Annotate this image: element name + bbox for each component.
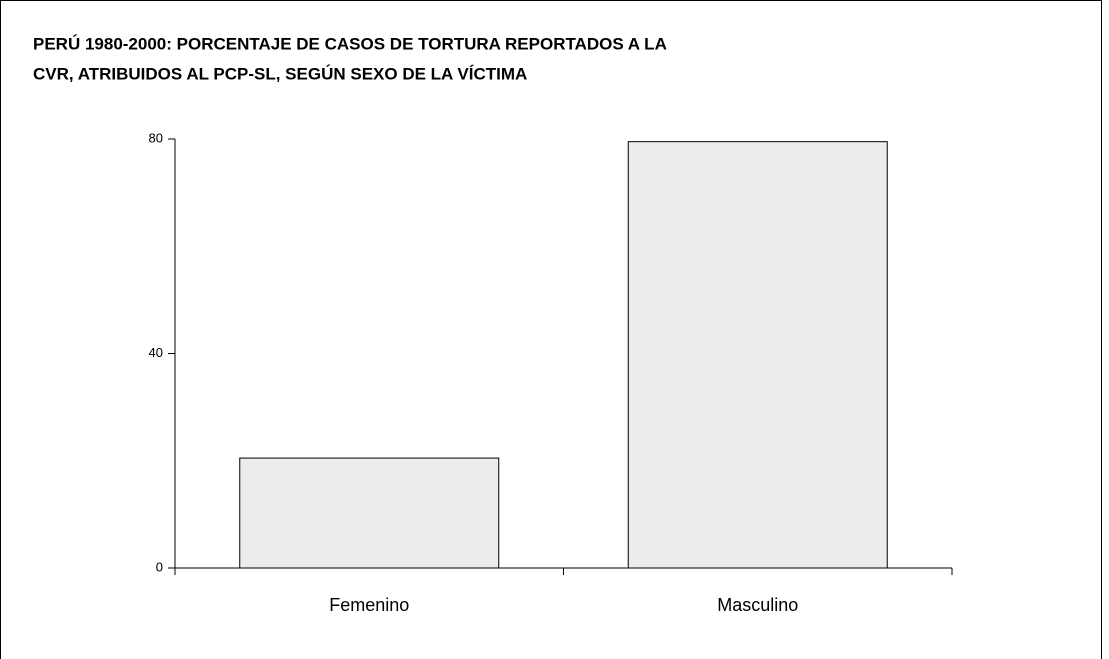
bar (239, 457, 500, 569)
y-tick-label: 80 (149, 130, 163, 145)
x-tick-label: Femenino (329, 595, 409, 615)
y-tick-label: 40 (149, 345, 163, 360)
x-tick-label: Masculino (717, 595, 798, 615)
chart-title: CVR, ATRIBUIDOS AL PCP-SL, SEGÚN SEXO DE… (33, 64, 527, 83)
chart-title: PERÚ 1980-2000: PORCENTAJE DE CASOS DE T… (33, 34, 667, 53)
y-tick-label: 0 (156, 559, 163, 574)
bar (627, 141, 888, 569)
